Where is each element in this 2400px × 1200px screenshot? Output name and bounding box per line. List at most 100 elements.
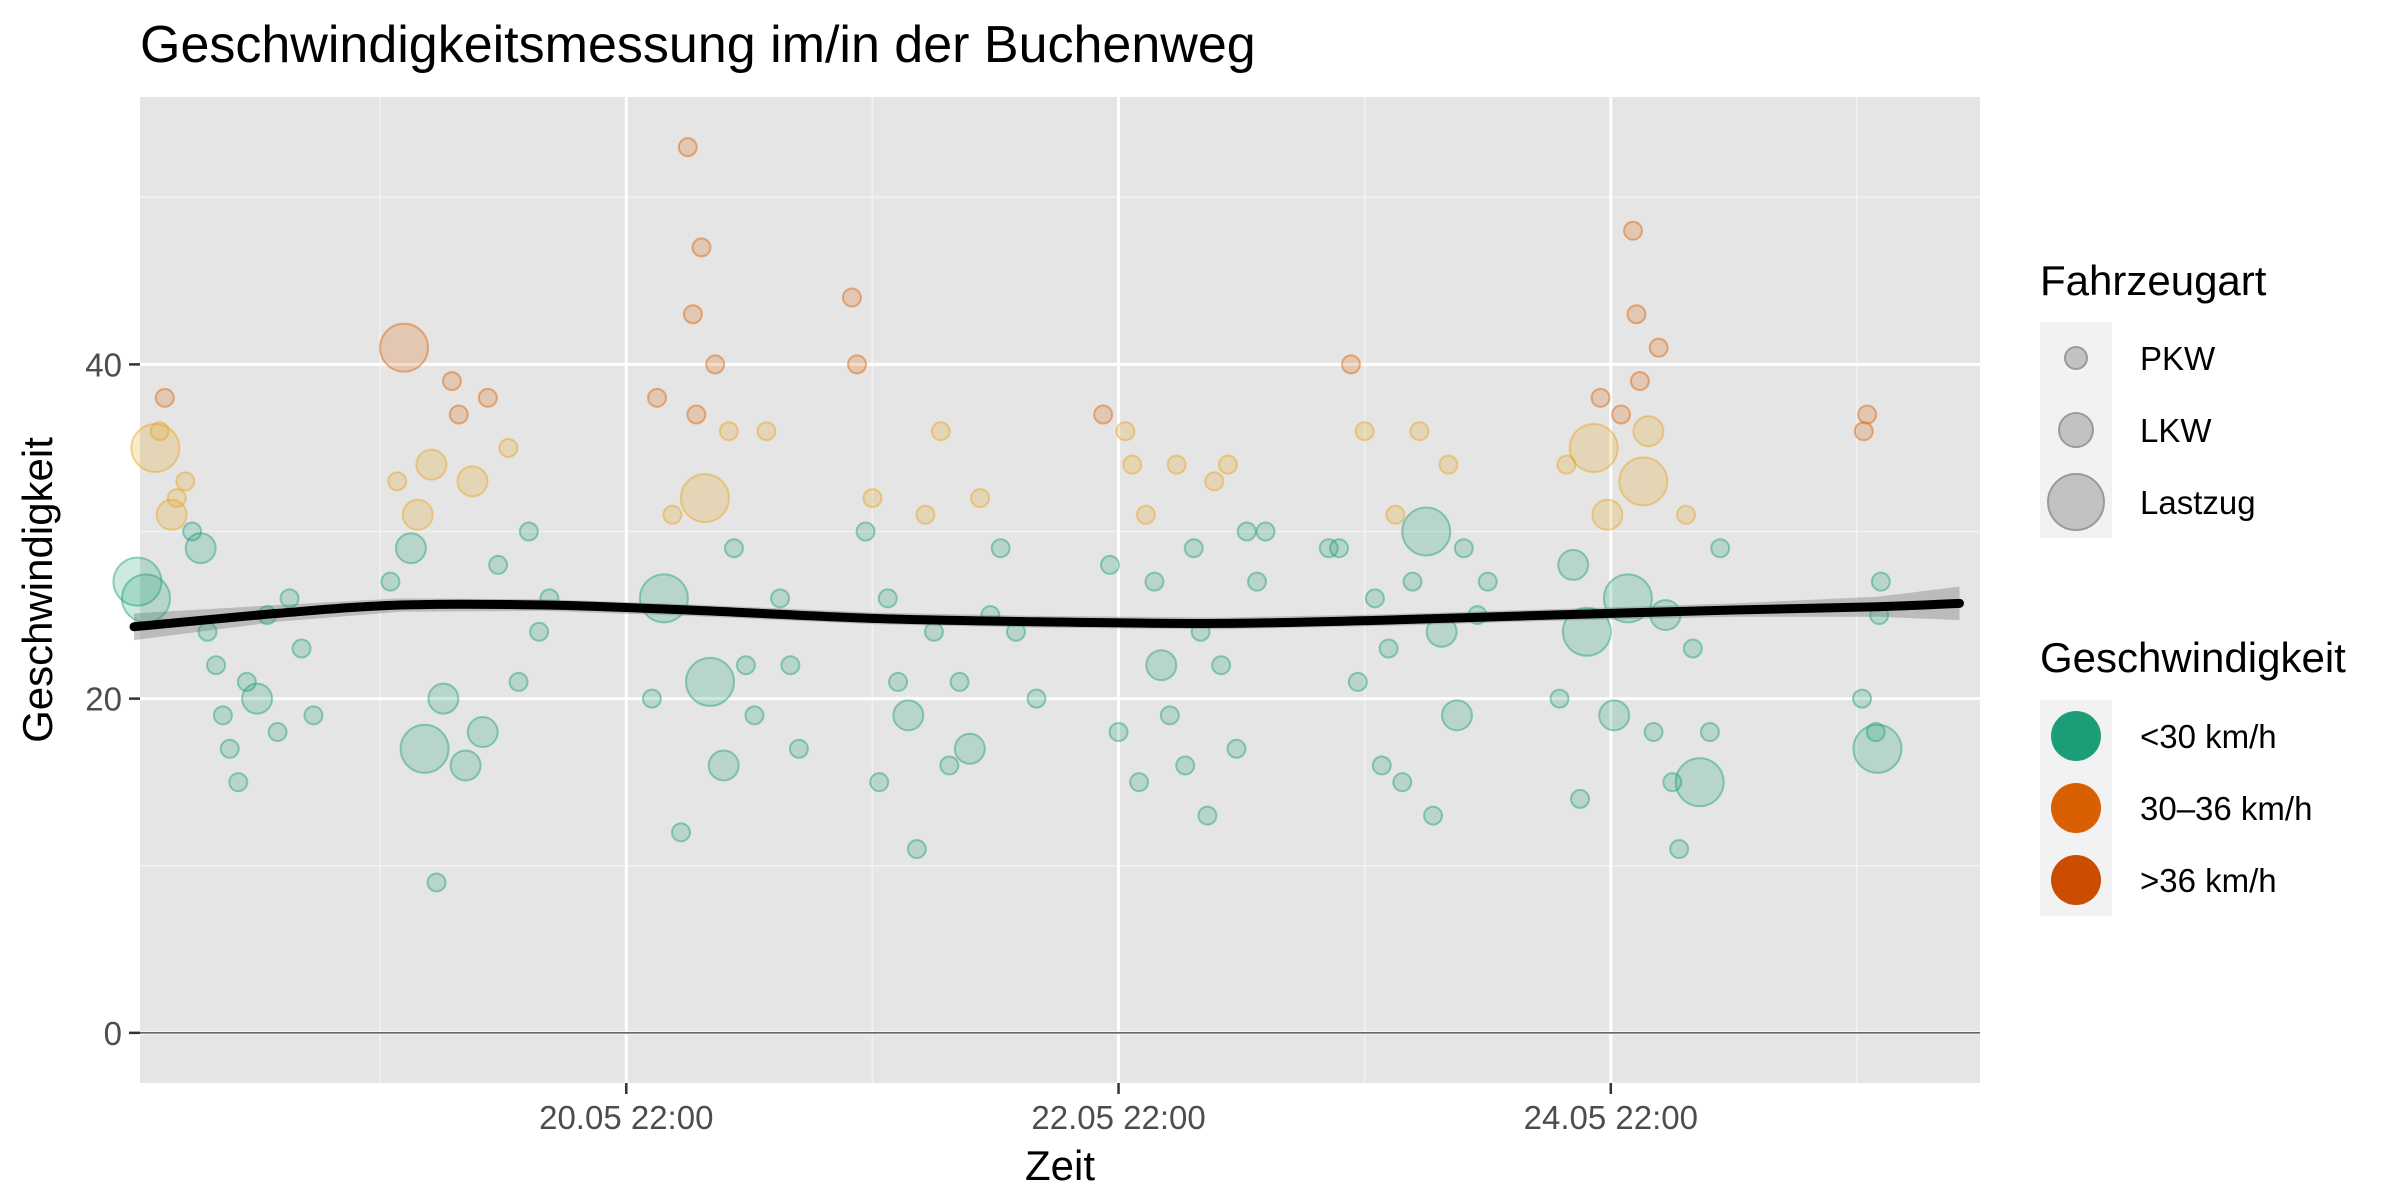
data-point (1865, 722, 1886, 743)
data-point (488, 554, 509, 575)
data-point (1145, 649, 1178, 682)
data-point (508, 671, 529, 692)
data-point (279, 588, 300, 609)
data-point (1329, 538, 1350, 559)
data-point (1643, 722, 1664, 743)
data-point (1852, 723, 1903, 774)
data-point (1026, 688, 1047, 709)
data-point (1568, 422, 1619, 473)
data-point (780, 655, 801, 676)
data-point (1371, 755, 1392, 776)
data-point (1378, 638, 1399, 659)
data-point (990, 538, 1011, 559)
data-point (1556, 454, 1577, 475)
data-point (744, 705, 765, 726)
data-point (723, 538, 744, 559)
data-point (892, 699, 925, 732)
x-tick-label: 20.05 22:00 (539, 1099, 713, 1136)
trend-line (129, 598, 1964, 632)
x-axis-title: Zeit (1025, 1142, 1095, 1189)
data-point (1159, 705, 1180, 726)
data-point (184, 532, 217, 565)
y-tick-label: 20 (85, 681, 122, 718)
data-point (1676, 504, 1697, 525)
data-point (1591, 498, 1624, 531)
data-point (939, 755, 960, 776)
data-point (466, 716, 499, 749)
legend-color-symbol (2051, 783, 2101, 833)
data-point (770, 588, 791, 609)
legend-title-speed: Geschwindigkeit (2040, 634, 2346, 681)
legend-label-vehicle: PKW (2140, 340, 2216, 377)
chart-title: Geschwindigkeitsmessung im/in der Buchen… (140, 16, 1256, 74)
data-point (401, 498, 434, 531)
data-point (1204, 471, 1225, 492)
legend-size-symbol (2058, 412, 2094, 448)
data-point (387, 471, 408, 492)
data-point (149, 421, 170, 442)
data-point (1598, 699, 1631, 732)
data-point (641, 688, 662, 709)
data-point (1632, 415, 1665, 448)
data-point (154, 387, 175, 408)
data-point (1217, 454, 1238, 475)
data-point (1853, 421, 1874, 442)
data-point (1870, 571, 1891, 592)
data-point (1674, 757, 1725, 808)
data-point (1135, 504, 1156, 525)
data-point (906, 839, 927, 860)
legend-color-symbol (2051, 711, 2101, 761)
data-point (1401, 506, 1452, 557)
data-point (303, 705, 324, 726)
data-point (415, 448, 448, 481)
data-point (394, 532, 427, 565)
data-point (1340, 354, 1361, 375)
data-point (1236, 521, 1257, 542)
x-tick-label: 22.05 22:00 (1031, 1099, 1205, 1136)
data-point (1402, 571, 1423, 592)
data-point (1438, 454, 1459, 475)
data-point (1166, 454, 1187, 475)
data-points (112, 137, 1903, 893)
data-point (1246, 571, 1267, 592)
y-tick-label: 0 (104, 1015, 122, 1052)
data-point (1385, 504, 1406, 525)
data-point (130, 422, 181, 473)
data-point (120, 573, 171, 624)
data-point (441, 371, 462, 392)
data-point (1144, 571, 1165, 592)
data-point (1629, 371, 1650, 392)
data-point (888, 671, 909, 692)
data-point (1409, 421, 1430, 442)
data-point (788, 738, 809, 759)
data-point (679, 473, 730, 524)
legend-label-vehicle: LKW (2140, 412, 2212, 449)
data-point (1662, 772, 1683, 793)
data-point (1093, 404, 1114, 425)
data-point (1108, 722, 1129, 743)
data-point (155, 498, 188, 531)
data-point (518, 521, 539, 542)
data-point (638, 573, 689, 624)
data-point (953, 732, 986, 765)
data-point (212, 705, 233, 726)
data-point (915, 504, 936, 525)
y-axis-title: Geschwindigkeit (14, 437, 61, 743)
x-tick-label: 24.05 22:00 (1524, 1099, 1698, 1136)
data-point (449, 749, 482, 782)
data-point (1561, 606, 1612, 657)
data-point (1477, 571, 1498, 592)
data-point (228, 772, 249, 793)
data-point (219, 738, 240, 759)
trend-layer (129, 598, 1964, 632)
data-point (1453, 538, 1474, 559)
legend-size-symbol (2047, 473, 2105, 531)
data-point (1255, 521, 1276, 542)
data-point (847, 354, 868, 375)
data-point (862, 488, 883, 509)
data-point (1226, 738, 1247, 759)
data-point (1129, 772, 1150, 793)
data-point (1648, 337, 1669, 358)
legend-label-vehicle: Lastzug (2140, 484, 2256, 521)
data-point (718, 421, 739, 442)
